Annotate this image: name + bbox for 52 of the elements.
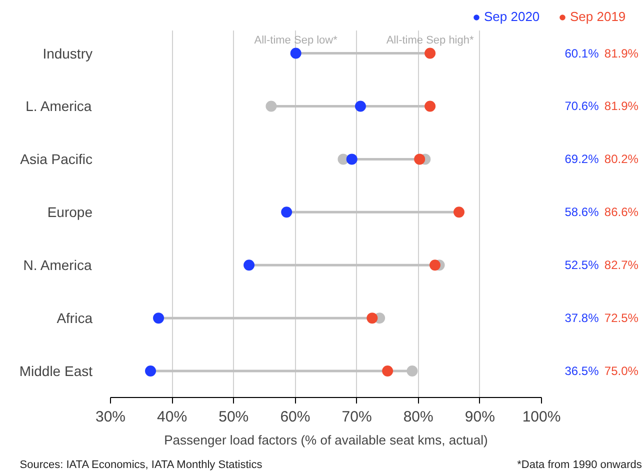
x-tick-label: 30%	[95, 408, 126, 426]
x-tick-label: 100%	[522, 408, 561, 426]
data-label: 60.1%	[564, 46, 600, 60]
point	[429, 260, 440, 271]
y-tick-label: Europe	[47, 204, 93, 220]
data-label: 81.9%	[604, 99, 639, 114]
y-tick-label: Africa	[56, 310, 93, 326]
point	[281, 206, 292, 218]
x-tick-label: 60%	[280, 408, 310, 426]
data-label: 52.5%	[564, 258, 600, 272]
point	[414, 154, 426, 165]
point	[153, 312, 164, 324]
data-label: 81.9%	[604, 46, 639, 60]
x-tick-label: 50%	[218, 408, 249, 426]
data-label: 58.6%	[564, 205, 600, 220]
point	[406, 366, 418, 377]
y-tick-label: Middle East	[19, 363, 93, 380]
data-label: 86.6%	[604, 205, 639, 220]
text: *Data from 1990 onwards	[517, 458, 642, 471]
y-tick-label: Asia Pacific	[20, 151, 92, 168]
data-label: 82.7%	[604, 258, 639, 272]
x-axis-title: Passenger load factors (% of available seat kms, actual)	[164, 432, 488, 448]
annotation: All-time Sep high*	[386, 34, 474, 46]
legend-label: Sep 2019	[570, 9, 626, 24]
y-tick-label: L. America	[26, 98, 92, 114]
source-note: Sources: IATA Economics, IATA Monthly Statistics	[20, 458, 263, 471]
annotation: All-time Sep low*	[254, 34, 338, 46]
point	[424, 100, 436, 112]
data-label: 72.5%	[604, 311, 639, 326]
legend-label: Sep 2020	[484, 9, 540, 24]
x-tick-label: 90%	[464, 408, 495, 426]
data-label: 75.0%	[604, 364, 639, 378]
data-label: 70.6%	[564, 99, 600, 114]
point	[354, 100, 366, 112]
point	[290, 48, 302, 59]
data-label: 69.2%	[564, 152, 600, 166]
data-label: 36.5%	[564, 364, 600, 378]
point	[366, 312, 378, 324]
x-tick-label: 80%	[403, 408, 434, 426]
x-tick-label: 70%	[342, 408, 372, 426]
point	[382, 366, 394, 377]
y-tick-label: N. America	[23, 257, 92, 274]
point	[346, 154, 358, 165]
data-label: 37.8%	[564, 311, 600, 326]
point	[244, 260, 255, 271]
x-tick-label: 40%	[157, 408, 188, 426]
point	[145, 366, 156, 377]
point	[266, 100, 277, 112]
point	[453, 206, 464, 218]
point	[424, 48, 436, 59]
y-tick-label: Industry	[42, 45, 93, 62]
data-label: 80.2%	[604, 152, 639, 166]
